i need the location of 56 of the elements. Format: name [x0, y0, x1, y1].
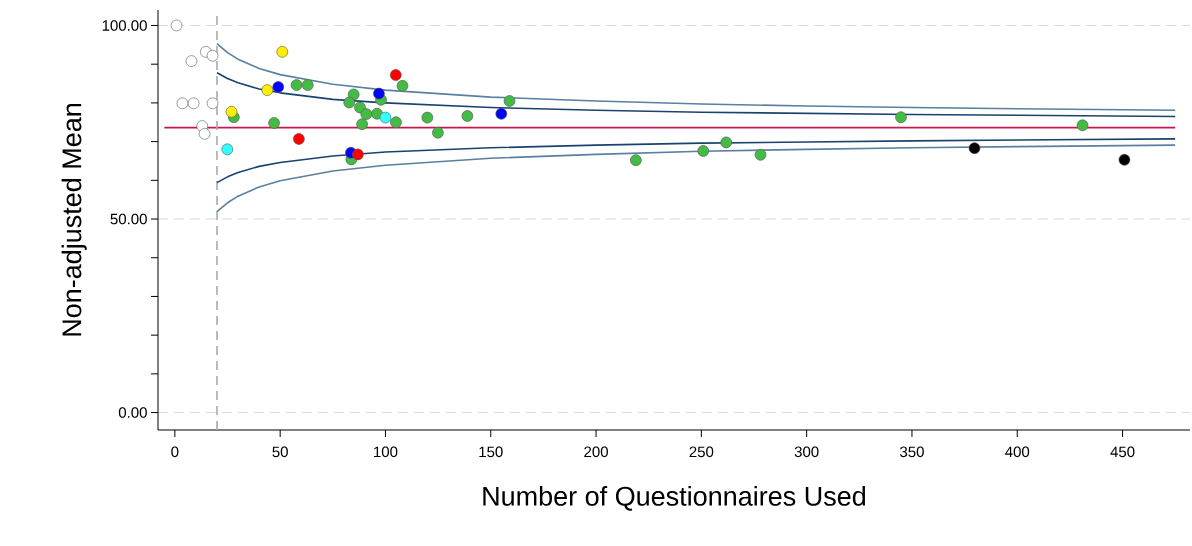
- point: [432, 126, 444, 139]
- point: [268, 117, 280, 129]
- x-tick-label: 300: [794, 446, 819, 458]
- point: [206, 97, 219, 110]
- point: [185, 55, 198, 67]
- point: [261, 84, 274, 96]
- point: [187, 97, 200, 110]
- point: [356, 118, 368, 130]
- x-tick-label: 400: [1005, 446, 1030, 458]
- point: [389, 69, 402, 81]
- point: [379, 111, 392, 124]
- point: [421, 111, 434, 124]
- x-tick-label: 250: [689, 446, 714, 458]
- point: [390, 116, 402, 129]
- point: [170, 19, 183, 32]
- y-tick-label: 50.00: [110, 213, 147, 225]
- point: [206, 49, 219, 62]
- y-axis-title: Non-adjusted Mean: [61, 103, 87, 336]
- x-tick-label: 50: [272, 446, 288, 458]
- point: [198, 128, 211, 140]
- line-series: [216, 138, 1176, 184]
- y-tick-label: 0.00: [118, 407, 147, 418]
- point: [895, 111, 907, 124]
- point: [352, 148, 364, 161]
- point: [503, 95, 516, 107]
- point: [697, 145, 710, 157]
- x-axis-title: Number of Questionnaires Used: [483, 486, 866, 511]
- point: [396, 80, 409, 92]
- point: [290, 79, 303, 91]
- x-tick-label: 150: [479, 446, 503, 458]
- point: [630, 154, 642, 166]
- point: [461, 110, 474, 122]
- line-series: [216, 42, 1176, 112]
- x-tick-label: 200: [584, 446, 608, 458]
- point: [293, 133, 305, 145]
- point: [968, 142, 981, 154]
- point: [720, 136, 732, 149]
- point: [343, 96, 356, 109]
- point: [221, 143, 234, 156]
- point: [225, 106, 238, 118]
- x-tick-label: 100: [374, 446, 398, 458]
- x-tick-label: 350: [900, 446, 924, 458]
- x-tick-label: 0: [171, 446, 179, 458]
- point: [373, 87, 385, 100]
- point: [272, 81, 285, 93]
- point: [1076, 119, 1089, 132]
- point: [754, 148, 767, 161]
- point: [276, 46, 289, 58]
- line-series: [216, 144, 1176, 213]
- point: [1118, 154, 1131, 166]
- point: [176, 97, 189, 110]
- point: [301, 79, 314, 91]
- x-tick-label: 450: [1110, 446, 1135, 458]
- point: [360, 108, 373, 120]
- point: [495, 107, 508, 120]
- y-tick-label: 100.00: [102, 20, 147, 31]
